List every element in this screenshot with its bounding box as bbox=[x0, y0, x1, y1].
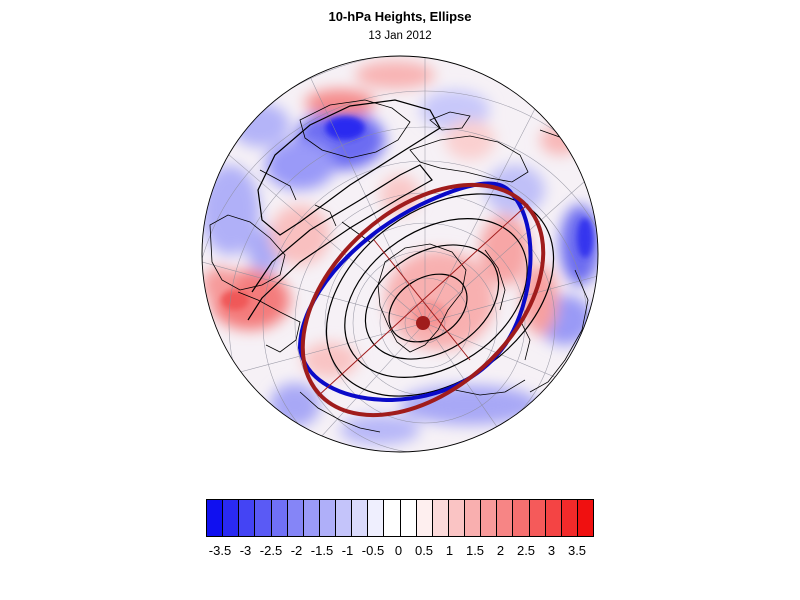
colorbar-swatch bbox=[319, 500, 336, 536]
colorbar-tick-label: 1 bbox=[445, 543, 454, 558]
colorbar-swatch bbox=[384, 500, 401, 536]
colorbar-tick-label: -3.5 bbox=[208, 543, 232, 558]
colorbar-tick-label: 1.5 bbox=[465, 543, 485, 558]
colorbar-tick-label: -1.5 bbox=[310, 543, 334, 558]
fitted-ellipse bbox=[300, 182, 546, 418]
colorbar-tick-label: 2 bbox=[496, 543, 505, 558]
colorbar-tick-label: 0 bbox=[394, 543, 403, 558]
colorbar-swatch bbox=[352, 500, 369, 536]
colorbar-swatch bbox=[545, 500, 562, 536]
colorbar-swatch bbox=[255, 500, 272, 536]
colorbar-swatch bbox=[223, 500, 240, 536]
colorbar-tick-label: 2.5 bbox=[516, 543, 536, 558]
colorbar-swatch bbox=[465, 500, 482, 536]
colorbar-swatch bbox=[497, 500, 514, 536]
reference-contour bbox=[297, 181, 533, 403]
colorbar-swatch bbox=[271, 500, 288, 536]
colorbar-swatch bbox=[336, 500, 353, 536]
colorbar-tick-label: 3 bbox=[547, 543, 556, 558]
colorbar-swatch bbox=[448, 500, 465, 536]
colorbar-swatch bbox=[481, 500, 498, 536]
colorbar-swatch bbox=[561, 500, 578, 536]
colorbar-swatch bbox=[577, 500, 593, 536]
colorbar-tick-label: -2 bbox=[290, 543, 303, 558]
globe-outline bbox=[201, 55, 599, 453]
colorbar-tick-label: 3.5 bbox=[567, 543, 587, 558]
colorbar bbox=[206, 499, 594, 537]
map-subtitle: 13 Jan 2012 bbox=[368, 30, 432, 42]
anomaly-field bbox=[202, 56, 598, 452]
colorbar-swatch bbox=[416, 500, 433, 536]
colorbar-swatch bbox=[529, 500, 546, 536]
colorbar-swatch bbox=[207, 500, 224, 536]
map-title: 10-hPa Heights, Ellipse bbox=[328, 9, 472, 24]
colorbar-tick-label: -0.5 bbox=[361, 543, 385, 558]
colorbar-swatch bbox=[239, 500, 256, 536]
height-contours bbox=[247, 99, 555, 397]
colorbar-swatch bbox=[432, 500, 449, 536]
colorbar-swatch bbox=[400, 500, 417, 536]
ellipse-center-marker bbox=[416, 316, 430, 330]
colorbar-swatch bbox=[368, 500, 385, 536]
colorbar-tick-label: -2.5 bbox=[259, 543, 283, 558]
colorbar-tick-label: 0.5 bbox=[414, 543, 434, 558]
colorbar-swatch bbox=[287, 500, 304, 536]
colorbar-tick-label: -3 bbox=[239, 543, 252, 558]
colorbar-swatch bbox=[303, 500, 320, 536]
colorbar-labels: -3.5 -3 -2.5 -2 -1.5 -1 -0.5 0 0.5 1 1.5 2 2.5 3 3.5 bbox=[0, 543, 800, 561]
colorbar-tick-label: -1 bbox=[341, 543, 354, 558]
colorbar-swatch bbox=[513, 500, 530, 536]
